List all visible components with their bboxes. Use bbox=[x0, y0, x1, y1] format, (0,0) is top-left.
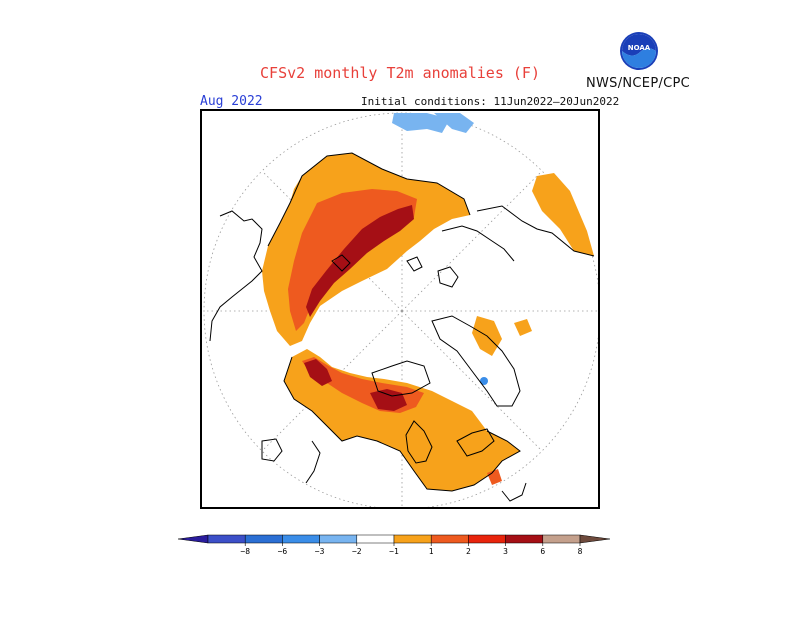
anomaly-region-scandinavia-orange bbox=[532, 173, 594, 256]
colorbar-bin bbox=[393, 534, 432, 544]
noaa-logo: NOAA bbox=[620, 32, 658, 70]
anomaly-region-eurasia-red bbox=[306, 205, 414, 317]
colorbar-bins bbox=[177, 534, 611, 544]
colorbar-bin-arrow-high bbox=[579, 534, 611, 544]
colorbar-tick-label: −2 bbox=[352, 547, 362, 556]
anomaly-region-alaska-red bbox=[304, 359, 332, 386]
anomaly-region-se-us-red bbox=[487, 469, 502, 485]
colorbar-tick-label: 2 bbox=[466, 547, 471, 556]
colorbar-tick-label: −6 bbox=[278, 547, 288, 556]
polar-map-frame bbox=[200, 109, 600, 509]
colorbar: −8 −6 −3 −2 −1 1 2 3 6 8 bbox=[177, 534, 611, 556]
colorbar-bin bbox=[282, 534, 320, 544]
colorbar-bin bbox=[430, 534, 469, 544]
colorbar-bin bbox=[319, 534, 358, 544]
colorbar-bin-arrow-low bbox=[177, 534, 209, 544]
logo-text: NOAA bbox=[628, 44, 651, 52]
colorbar-bin bbox=[207, 534, 246, 544]
anomaly-region-neg-3 bbox=[480, 377, 488, 385]
colorbar-bin bbox=[542, 534, 581, 544]
colorbar-bin bbox=[505, 534, 544, 544]
anomaly-region-neg-2 bbox=[434, 113, 474, 133]
colorbar-bin bbox=[356, 534, 395, 544]
initial-conditions-label: Initial conditions: 11Jun2022–20Jun2022 bbox=[361, 95, 620, 108]
polar-stereographic-map bbox=[203, 112, 598, 507]
colorbar-tick-label: −8 bbox=[240, 547, 250, 556]
colorbar-bin bbox=[468, 534, 506, 544]
chart-title: CFSv2 monthly T2m anomalies (F) bbox=[260, 64, 540, 82]
organization-label: NWS/NCEP/CPC bbox=[586, 76, 691, 91]
colorbar-ticks: −8 −6 −3 −2 −1 1 2 3 6 8 bbox=[240, 543, 583, 556]
anomaly-region-nc-orange bbox=[434, 401, 464, 423]
anomaly-region-canada-red bbox=[370, 389, 407, 411]
anomaly-region-iceland-orange bbox=[514, 319, 532, 336]
colorbar-tick-label: 8 bbox=[578, 547, 583, 556]
colorbar-bin bbox=[244, 534, 283, 544]
colorbar-tick-label: 1 bbox=[429, 547, 434, 556]
colorbar-tick-label: 3 bbox=[503, 547, 508, 556]
colorbar-tick-label: −3 bbox=[315, 547, 325, 556]
colorbar-tick-label: −1 bbox=[389, 547, 399, 556]
colorbar-tick-label: 6 bbox=[540, 547, 545, 556]
anomaly-region-neg-1 bbox=[392, 113, 450, 133]
coastlines bbox=[209, 152, 595, 502]
target-month-label: Aug 2022 bbox=[200, 94, 263, 109]
